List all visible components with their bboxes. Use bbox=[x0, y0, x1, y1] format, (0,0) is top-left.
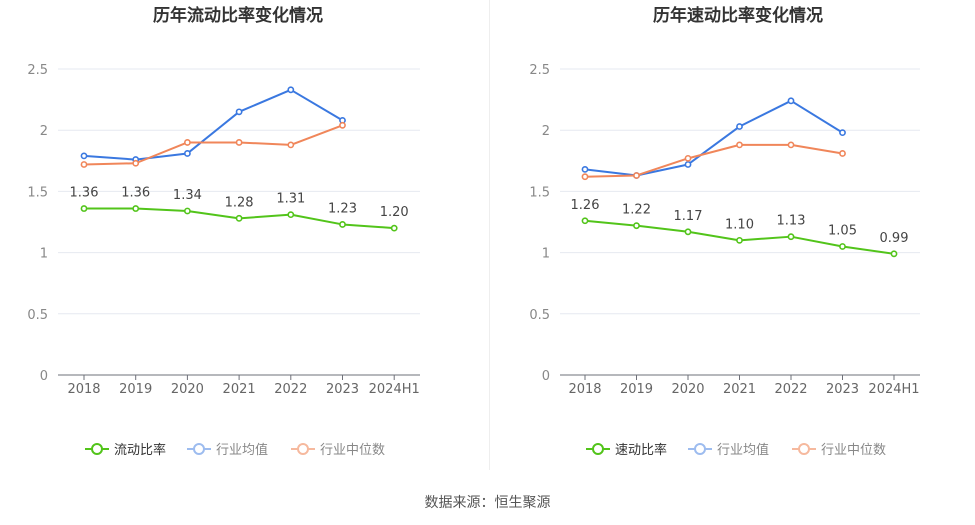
data-point bbox=[736, 236, 743, 244]
data-label: 1.05 bbox=[828, 223, 857, 238]
legend-label: 流动比率 bbox=[114, 442, 166, 458]
data-point bbox=[80, 152, 88, 160]
data-label: 1.31 bbox=[276, 192, 305, 207]
data-point bbox=[80, 161, 88, 168]
data-label: 1.34 bbox=[173, 188, 202, 203]
x-tick-label: 2021 bbox=[723, 382, 756, 397]
data-point bbox=[287, 141, 295, 149]
chart-panel-0: 历年流动比率变化情况 0 0.5 1 1.5 2 2.5 2018 2019 2020 2021 20… bbox=[27, 5, 420, 458]
panel-divider bbox=[489, 0, 490, 470]
data-label: 1.13 bbox=[777, 214, 806, 229]
y-tick-label: 2.5 bbox=[529, 63, 550, 78]
data-point bbox=[787, 141, 795, 149]
data-point bbox=[235, 214, 243, 222]
data-point bbox=[890, 250, 898, 258]
x-tick-label: 2024H1 bbox=[369, 382, 420, 397]
data-label: 1.26 bbox=[571, 198, 600, 213]
x-tick-label: 2022 bbox=[774, 382, 807, 397]
data-label: 0.99 bbox=[880, 231, 909, 246]
data-point bbox=[235, 139, 243, 146]
data-label: 1.36 bbox=[70, 186, 99, 201]
legend-label: 行业中位数 bbox=[821, 443, 886, 458]
data-label: 1.23 bbox=[328, 201, 357, 216]
legend-label: 行业均值 bbox=[216, 442, 268, 458]
legend-marker bbox=[592, 443, 604, 455]
data-point bbox=[183, 150, 191, 157]
data-point bbox=[684, 228, 692, 236]
data-point bbox=[581, 165, 589, 173]
data-label: 1.10 bbox=[725, 217, 754, 232]
data-label: 1.28 bbox=[225, 195, 254, 210]
x-tick-label: 2022 bbox=[274, 382, 307, 397]
legend-marker bbox=[798, 443, 810, 455]
x-tick-label: 2020 bbox=[671, 382, 704, 397]
series-line bbox=[83, 88, 344, 161]
data-point bbox=[581, 173, 589, 181]
x-tick-label: 2020 bbox=[171, 382, 204, 397]
chart-panel-1: 历年速动比率变化情况 0 0.5 1 1.5 2 2.5 2018 2019 2020 2021 20… bbox=[529, 5, 920, 458]
x-tick-label: 2024H1 bbox=[868, 382, 919, 397]
y-tick-label: 1 bbox=[40, 247, 48, 262]
data-point bbox=[183, 207, 191, 215]
y-tick-label: 1.5 bbox=[27, 185, 48, 200]
chart-title: 历年流动比率变化情况 bbox=[153, 5, 323, 26]
x-tick-label: 2019 bbox=[119, 382, 152, 397]
x-tick-label: 2018 bbox=[67, 382, 100, 397]
legend-label: 行业中位数 bbox=[320, 443, 385, 458]
data-point bbox=[132, 205, 140, 212]
data-point bbox=[132, 159, 140, 167]
data-point bbox=[684, 154, 692, 162]
legend-marker bbox=[91, 443, 103, 455]
data-label: 1.22 bbox=[622, 203, 651, 218]
data-label: 1.17 bbox=[674, 209, 703, 224]
y-tick-label: 0 bbox=[542, 369, 550, 384]
data-point bbox=[339, 221, 346, 228]
data-label: 1.36 bbox=[121, 186, 150, 201]
legend-label: 速动比率 bbox=[615, 442, 667, 458]
data-point bbox=[787, 233, 795, 241]
data-point bbox=[339, 121, 346, 129]
legend-marker bbox=[297, 443, 309, 455]
data-point bbox=[390, 224, 398, 232]
data-point bbox=[633, 172, 640, 179]
data-point bbox=[839, 129, 846, 137]
x-tick-label: 2019 bbox=[620, 382, 653, 397]
data-point bbox=[684, 161, 692, 168]
x-tick-label: 2021 bbox=[223, 382, 256, 397]
data-point bbox=[287, 211, 295, 219]
data-point bbox=[581, 217, 589, 225]
y-tick-label: 0.5 bbox=[529, 308, 550, 323]
data-point bbox=[80, 205, 88, 212]
x-tick-label: 2018 bbox=[568, 382, 601, 397]
data-point bbox=[839, 150, 846, 157]
x-tick-label: 2023 bbox=[826, 382, 859, 397]
y-tick-label: 0.5 bbox=[27, 308, 48, 323]
data-point bbox=[633, 222, 640, 230]
data-point bbox=[736, 141, 743, 149]
data-source-text: 数据来源：恒生聚源 bbox=[424, 495, 551, 511]
y-tick-label: 1.5 bbox=[529, 185, 550, 200]
y-tick-label: 1 bbox=[542, 247, 550, 262]
x-tick-label: 2023 bbox=[326, 382, 359, 397]
data-point bbox=[736, 123, 743, 130]
series-line bbox=[83, 124, 343, 166]
legend-label: 行业均值 bbox=[717, 442, 769, 458]
data-point bbox=[787, 97, 795, 105]
data-label: 1.20 bbox=[380, 205, 409, 220]
series-line bbox=[584, 99, 844, 177]
y-tick-label: 2.5 bbox=[27, 63, 48, 78]
data-point bbox=[235, 108, 243, 116]
y-tick-label: 2 bbox=[542, 124, 550, 139]
data-point bbox=[183, 139, 191, 146]
y-tick-label: 0 bbox=[40, 369, 48, 384]
legend-marker bbox=[694, 443, 706, 455]
y-tick-label: 2 bbox=[40, 124, 48, 139]
data-point bbox=[839, 243, 846, 250]
chart-title: 历年速动比率变化情况 bbox=[653, 5, 823, 26]
data-point bbox=[287, 86, 295, 94]
series-line bbox=[584, 143, 843, 178]
legend-marker bbox=[193, 443, 205, 455]
